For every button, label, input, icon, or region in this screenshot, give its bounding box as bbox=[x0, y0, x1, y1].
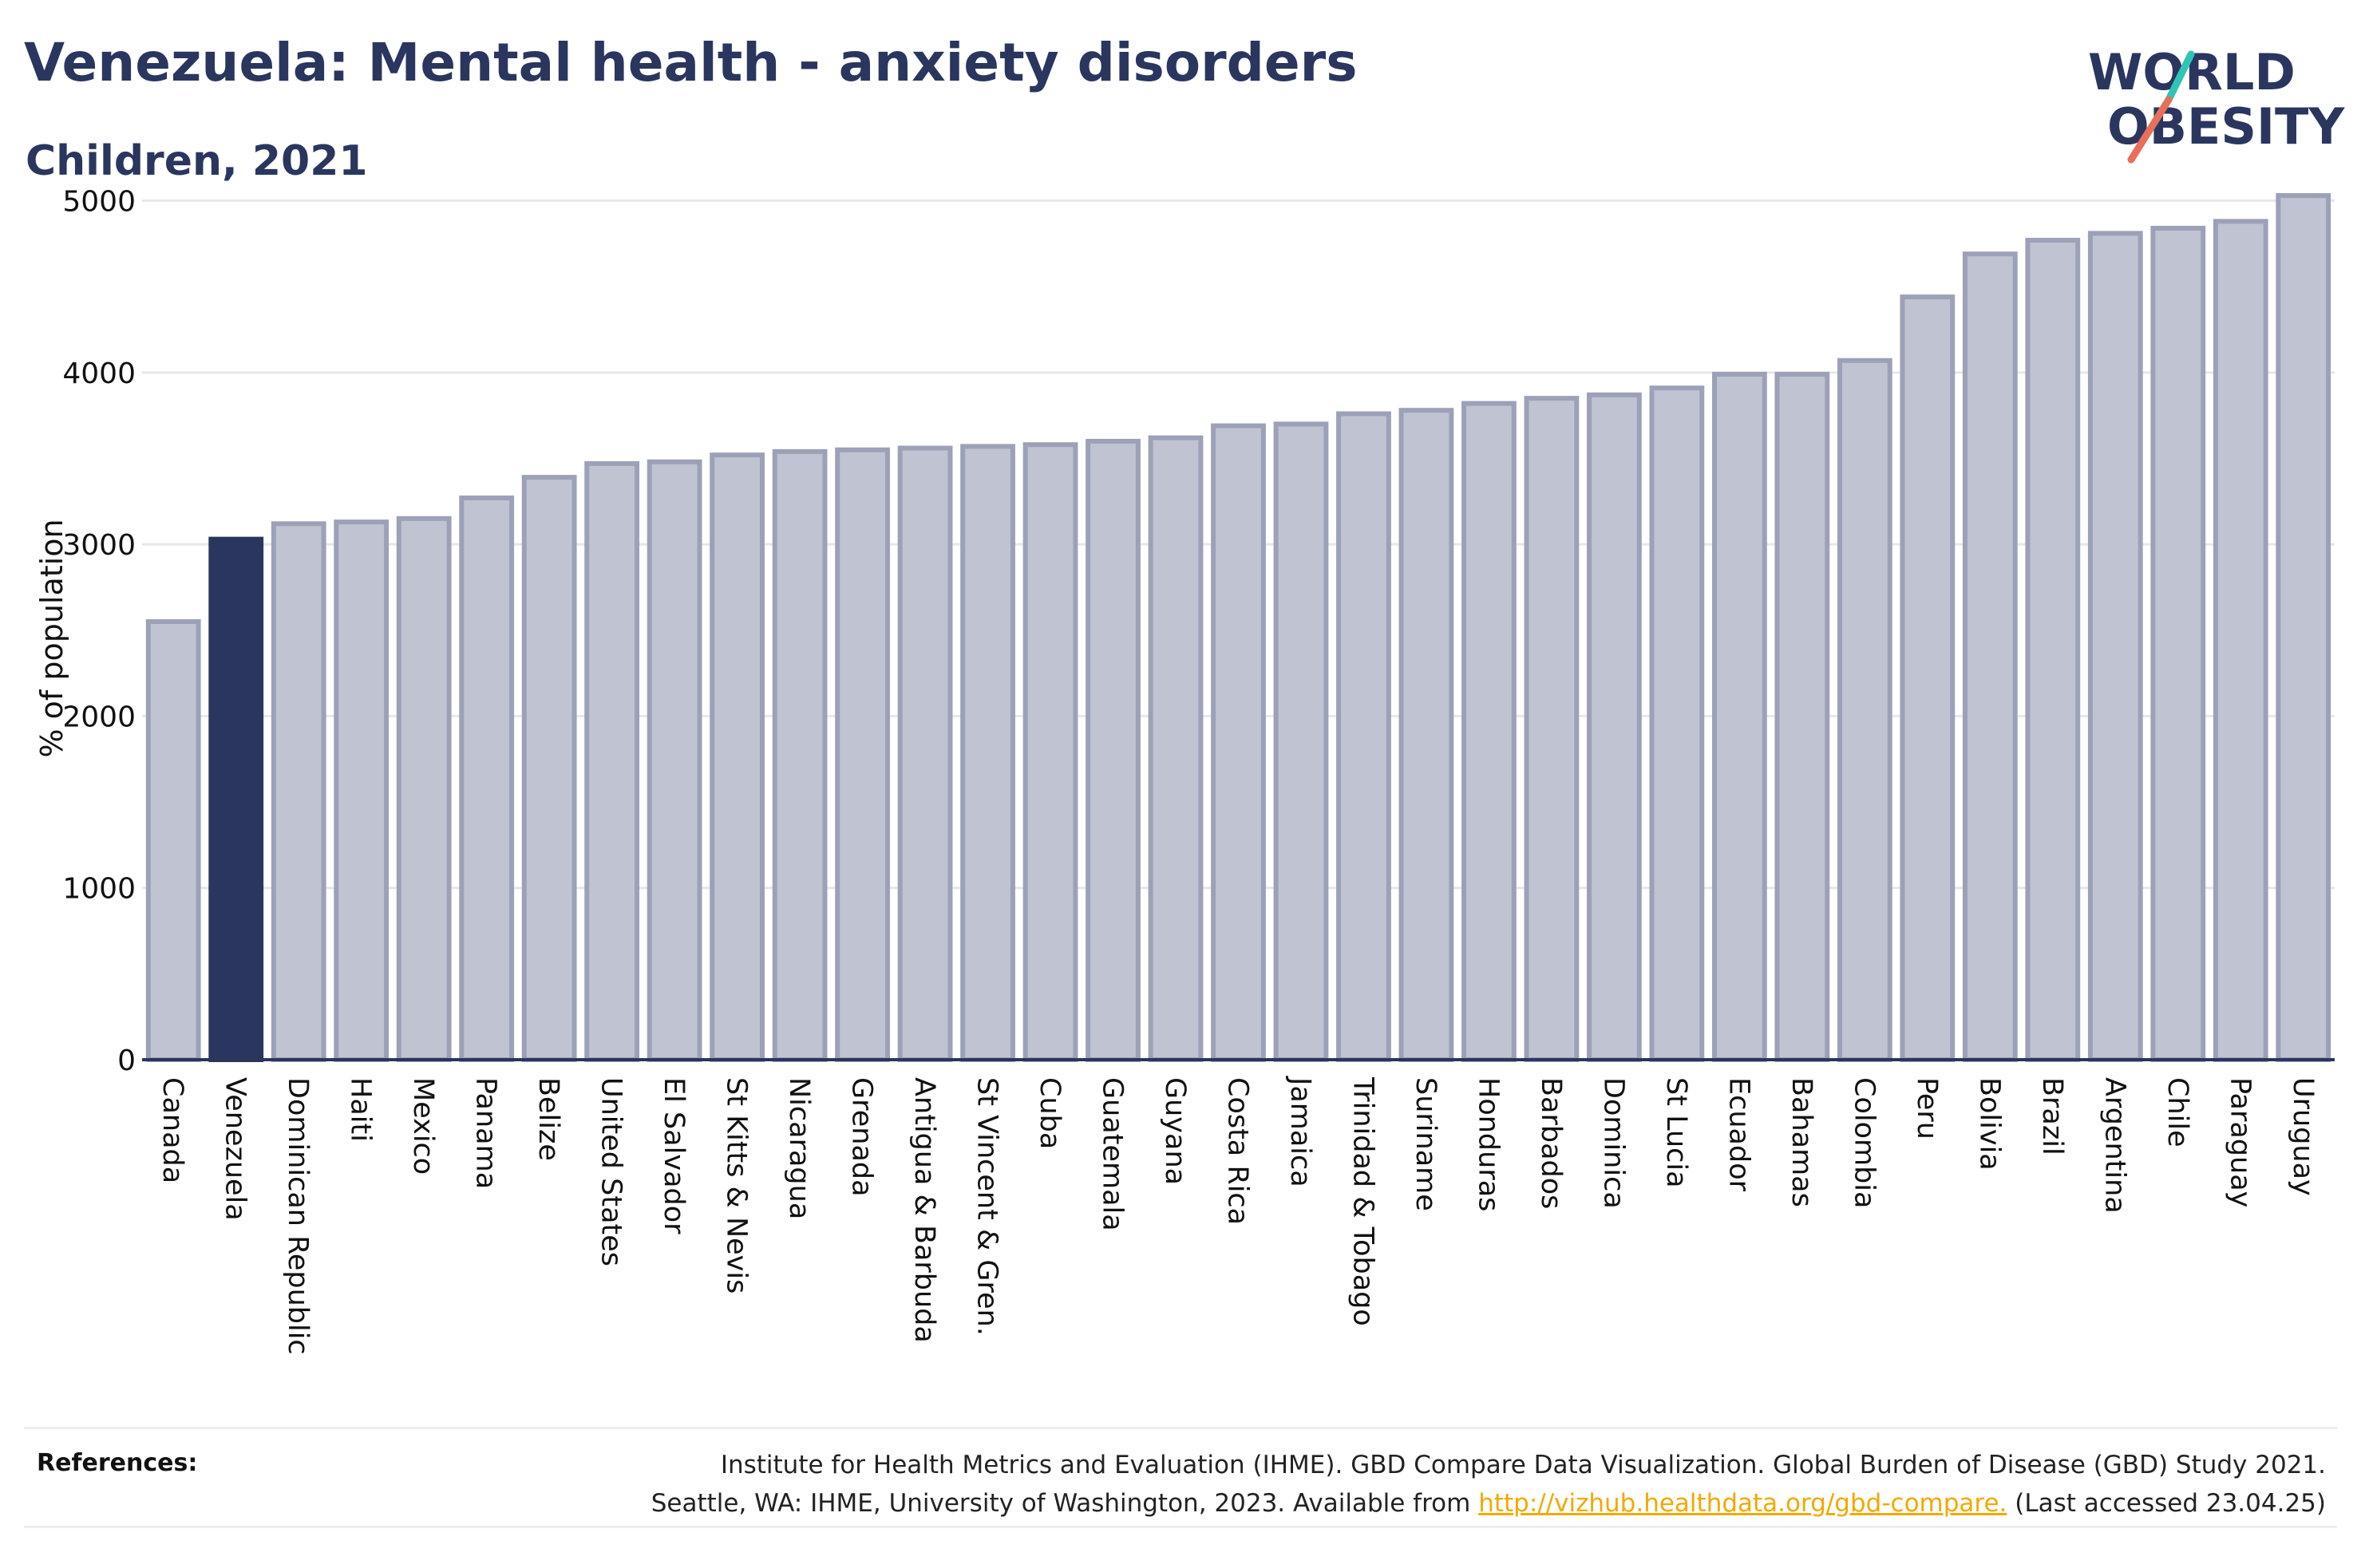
bar-argentina bbox=[2087, 231, 2143, 1062]
x-tick-label: Antigua & Barbuda bbox=[908, 1077, 940, 1343]
references-divider-top bbox=[24, 1427, 2337, 1429]
y-axis-label: % of population bbox=[34, 519, 69, 757]
bar-trinidad-tobago bbox=[1336, 411, 1391, 1062]
x-tick-label: Guyana bbox=[1159, 1077, 1191, 1185]
y-tick-label: 1000 bbox=[62, 873, 136, 906]
bar-uruguay bbox=[2276, 193, 2331, 1063]
bar-panama bbox=[459, 495, 515, 1062]
bar-dominican-republic bbox=[271, 521, 326, 1062]
x-tick-label: Mexico bbox=[407, 1077, 439, 1175]
bar-antigua-barbuda bbox=[897, 445, 953, 1062]
bar-ecuador bbox=[1711, 371, 1767, 1063]
x-tick-label: Canada bbox=[156, 1077, 188, 1183]
x-tick-label: Ecuador bbox=[1722, 1077, 1754, 1192]
y-tick-label: 2000 bbox=[62, 701, 136, 733]
bar-paraguay bbox=[2213, 219, 2268, 1062]
bar-mexico bbox=[396, 515, 452, 1062]
chart-title: Venezuela: Mental health - anxiety disor… bbox=[24, 32, 1358, 93]
bar-grenada bbox=[835, 447, 890, 1062]
x-tick-label: Cuba bbox=[1034, 1077, 1066, 1149]
logo-slash-coral bbox=[2127, 96, 2173, 164]
world-obesity-logo: WORLD OBESITY bbox=[2088, 43, 2345, 164]
y-tick-label: 0 bbox=[117, 1045, 136, 1077]
bar-cuba bbox=[1022, 442, 1078, 1062]
bar-suriname bbox=[1398, 408, 1454, 1062]
reference-link[interactable]: http://vizhub.healthdata.org/gbd-compare… bbox=[1478, 1489, 2007, 1518]
x-tick-label: Grenada bbox=[846, 1077, 878, 1197]
bar-st-vincent-gren- bbox=[960, 444, 1015, 1062]
axes: 0 1000 2000 3000 4000 5000 Canada Venezuela Domi… bbox=[62, 186, 2335, 1355]
reference-line-2: Seattle, WA: IHME, University of Washing… bbox=[651, 1489, 1471, 1518]
bar-costa-rica bbox=[1211, 423, 1266, 1062]
bar-chile bbox=[2150, 225, 2206, 1063]
logo-slash-teal bbox=[2165, 50, 2195, 104]
x-tick-label: Panama bbox=[470, 1077, 502, 1189]
x-tick-label: Bolivia bbox=[1973, 1077, 2005, 1171]
bar-guatemala bbox=[1086, 438, 1141, 1062]
references-text: Institute for Health Metrics and Evaluat… bbox=[570, 1446, 2326, 1523]
x-tick-label: Guatemala bbox=[1097, 1077, 1129, 1231]
chart-subtitle: Children, 2021 bbox=[26, 137, 368, 185]
bar-guyana bbox=[1148, 435, 1204, 1062]
bar-barbados bbox=[1524, 396, 1580, 1062]
bar-honduras bbox=[1461, 401, 1517, 1062]
y-tick-label: 5000 bbox=[62, 186, 136, 219]
x-tick-label: Barbados bbox=[1535, 1077, 1567, 1209]
bar-peru bbox=[1900, 294, 1956, 1062]
x-tick-label: Brazil bbox=[2036, 1077, 2068, 1155]
x-tick-label: Jamaica bbox=[1284, 1076, 1316, 1187]
references-label: References: bbox=[37, 1449, 198, 1477]
x-tick-label: Bahamas bbox=[1786, 1077, 1817, 1207]
bar-haiti bbox=[334, 519, 390, 1062]
x-tick-label: St Lucia bbox=[1660, 1077, 1692, 1188]
y-tick-label: 3000 bbox=[62, 529, 136, 562]
x-tick-label: Argentina bbox=[2098, 1077, 2130, 1214]
x-tick-label: Dominican Republic bbox=[282, 1077, 314, 1355]
x-tick-label: Uruguay bbox=[2287, 1077, 2319, 1196]
x-tick-label: Belize bbox=[532, 1077, 564, 1161]
reference-accessed: (Last accessed 23.04.25) bbox=[2015, 1489, 2326, 1518]
references-divider-bottom bbox=[24, 1526, 2337, 1528]
bar-el-salvador bbox=[647, 459, 702, 1062]
bar-nicaragua bbox=[772, 448, 828, 1062]
bar-colombia bbox=[1837, 357, 1892, 1062]
bar-dominica bbox=[1587, 392, 1642, 1062]
x-tick-label: Venezuela bbox=[219, 1077, 251, 1221]
bar-chart: 0 1000 2000 3000 4000 5000 Canada Venezuela Domi… bbox=[34, 186, 2335, 1355]
x-tick-label: Peru bbox=[1911, 1077, 1943, 1139]
x-tick-label: Nicaragua bbox=[783, 1077, 815, 1219]
x-tick-label: Paraguay bbox=[2224, 1077, 2256, 1207]
bars bbox=[145, 193, 2331, 1063]
bar-venezuela bbox=[208, 536, 264, 1062]
bar-bolivia bbox=[1962, 251, 2018, 1063]
x-tick-label: United States bbox=[595, 1077, 627, 1266]
bar-canada bbox=[145, 619, 201, 1062]
reference-line-1: Institute for Health Metrics and Evaluat… bbox=[720, 1451, 2326, 1479]
logo-word-obesity: OBESITY bbox=[2107, 97, 2345, 156]
x-tick-label: Dominica bbox=[1597, 1077, 1629, 1209]
bar-brazil bbox=[2025, 238, 2081, 1062]
x-tick-label: Colombia bbox=[1848, 1077, 1880, 1208]
bar-st-lucia bbox=[1649, 385, 1705, 1062]
bar-united-states bbox=[584, 460, 640, 1062]
x-tick-label: Suriname bbox=[1410, 1077, 1442, 1211]
bar-st-kitts-nevis bbox=[710, 452, 765, 1062]
x-tick-label: Haiti bbox=[345, 1077, 377, 1142]
x-tick-label: El Salvador bbox=[658, 1077, 690, 1234]
x-tick-label: Honduras bbox=[1472, 1077, 1504, 1211]
x-tick-label: Costa Rica bbox=[1222, 1077, 1254, 1225]
bar-bahamas bbox=[1774, 371, 1830, 1063]
x-tick-label: Trinidad & Tobago bbox=[1347, 1076, 1378, 1326]
x-tick-label: St Vincent & Gren. bbox=[971, 1077, 1003, 1336]
x-tick-label: St Kitts & Nevis bbox=[721, 1077, 753, 1294]
y-tick-label: 4000 bbox=[62, 357, 136, 390]
x-tick-label: Chile bbox=[2161, 1077, 2193, 1147]
bar-belize bbox=[521, 475, 577, 1062]
bar-jamaica bbox=[1273, 421, 1329, 1062]
